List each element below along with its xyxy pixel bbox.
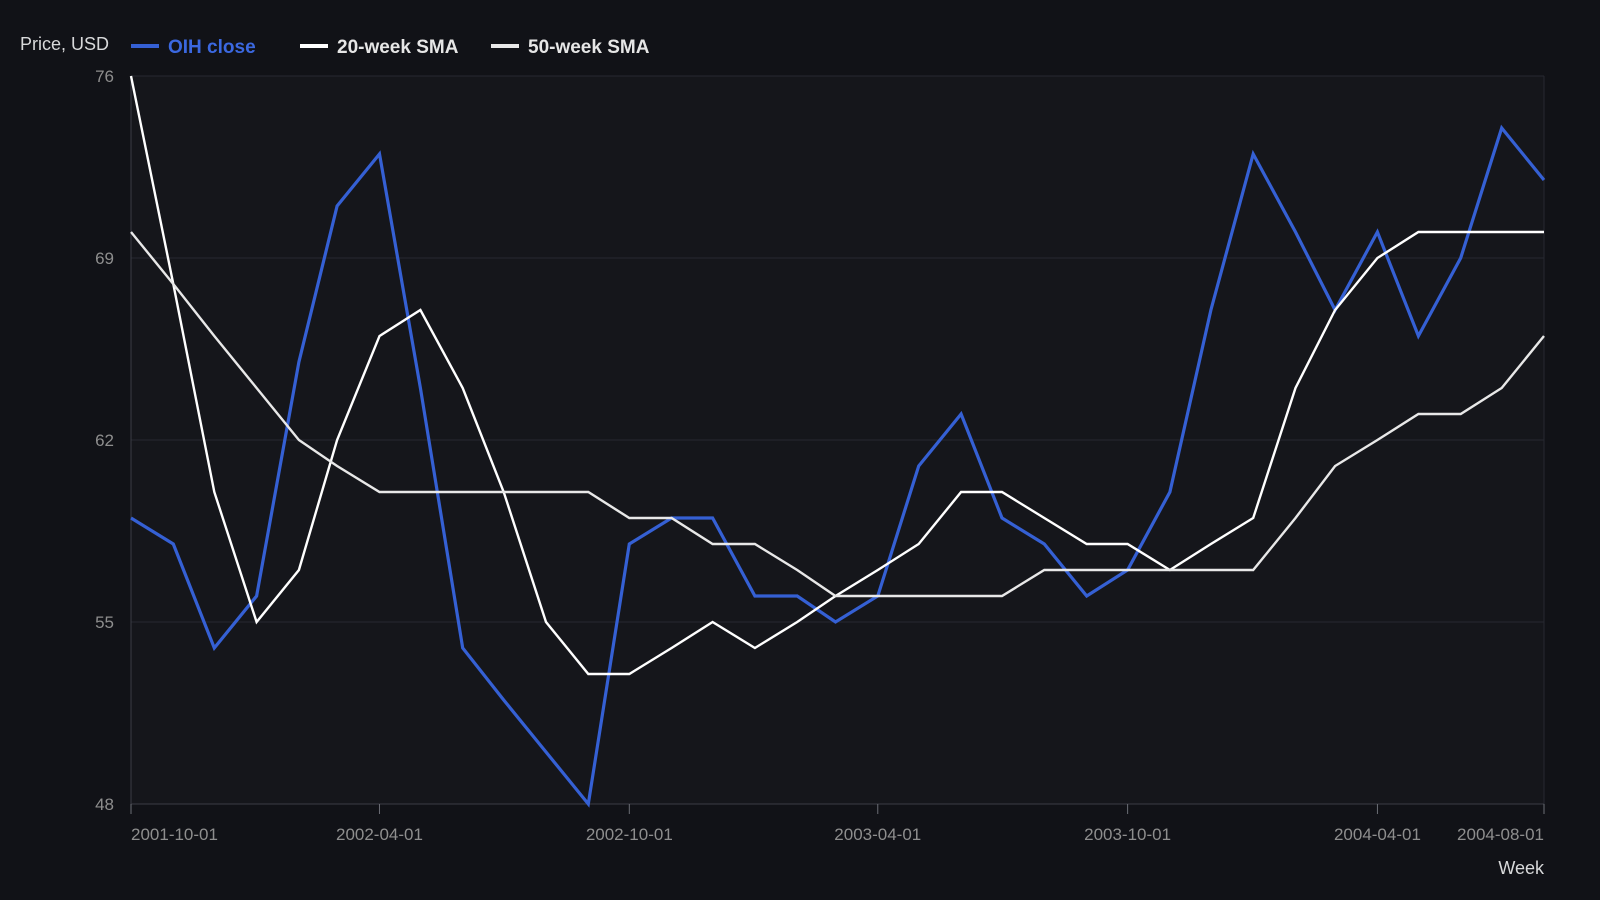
legend-label: OIH close [168, 37, 256, 58]
x-tick-label: 2004-08-01 [1457, 825, 1544, 844]
y-tick-label: 55 [95, 613, 114, 632]
series-50-week-sma [130, 231, 1545, 598]
legend-item: 50-week SMA [491, 37, 650, 58]
x-tick-label: 2002-10-01 [586, 825, 673, 844]
legend-label: 50-week SMA [528, 37, 650, 58]
series-line [130, 231, 1545, 598]
grid-layer [131, 75, 1545, 805]
series-layer [129, 75, 1546, 808]
series-oih-close [130, 124, 1546, 808]
series-line [130, 124, 1546, 808]
axis-layer: 48 55 62 69 76 2001-10-01 2002-04-01 2002-10-01… [95, 67, 1545, 844]
y-axis-title: Price, USD [20, 34, 109, 54]
y-tick-label: 76 [95, 67, 114, 86]
x-tick-label: 2001-10-01 [131, 825, 218, 844]
legend-item: 20-week SMA [300, 37, 459, 58]
x-tick-label: 2004-04-01 [1334, 825, 1421, 844]
legend-label: 20-week SMA [337, 37, 459, 58]
x-axis-title: Week [1498, 858, 1545, 878]
y-tick-label: 62 [95, 431, 114, 450]
legend-item: OIH close [131, 37, 256, 58]
x-tick-label: 2003-10-01 [1084, 825, 1171, 844]
legend: OIH close 20-week SMA 50-week SMA [131, 37, 650, 58]
x-tick-label: 2003-04-01 [834, 825, 921, 844]
x-tick-label: 2002-04-01 [336, 825, 423, 844]
y-tick-label: 69 [95, 249, 114, 268]
y-tick-label: 48 [95, 795, 114, 814]
